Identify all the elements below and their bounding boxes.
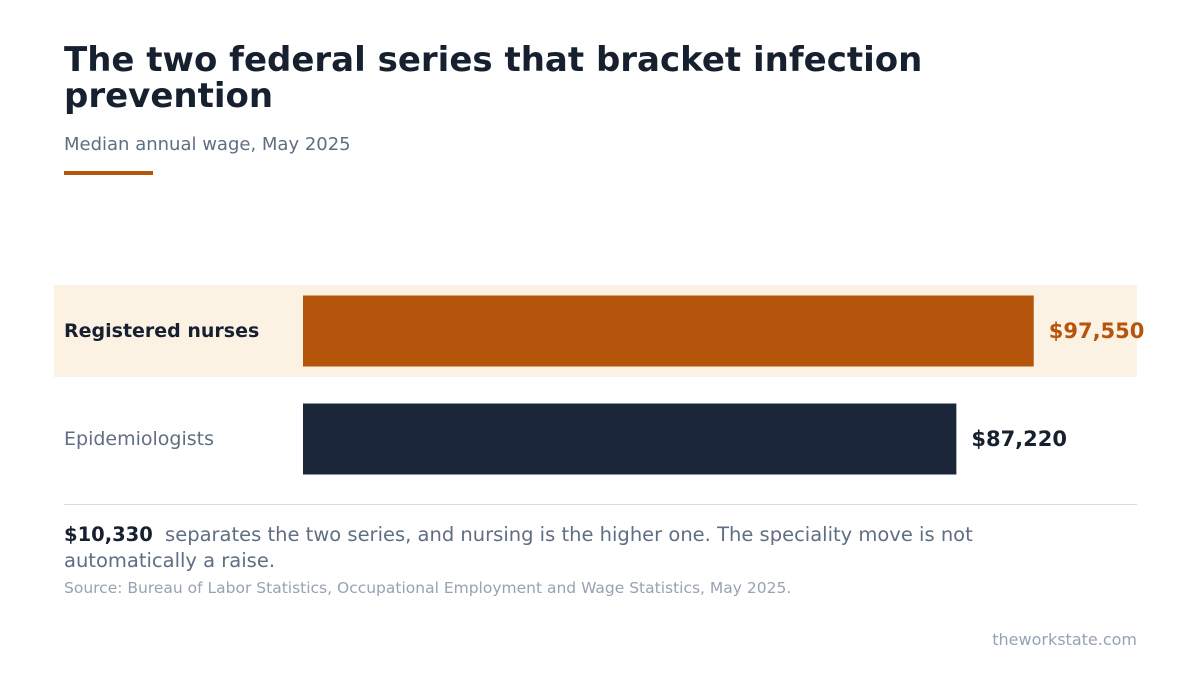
takeaway-value: $10,330 bbox=[64, 523, 153, 546]
divider bbox=[64, 504, 1137, 505]
chart-title: The two federal series that bracket infe… bbox=[64, 40, 923, 116]
takeaway-text: separates the two series, and nursing is… bbox=[64, 523, 973, 572]
takeaway-note: $10,330 separates the two series, and nu… bbox=[64, 522, 1064, 574]
value-label: $87,220 bbox=[971, 427, 1067, 451]
source-note: Source: Bureau of Labor Statistics, Occu… bbox=[64, 579, 792, 597]
accent-rule bbox=[64, 171, 153, 175]
bar bbox=[303, 403, 957, 475]
chart-subtitle: Median annual wage, May 2025 bbox=[64, 134, 351, 155]
category-label: Registered nurses bbox=[64, 320, 259, 342]
category-label: Epidemiologists bbox=[64, 428, 214, 450]
bar bbox=[303, 295, 1034, 367]
value-label: $97,550 bbox=[1049, 319, 1145, 343]
brand-link[interactable]: theworkstate.com bbox=[992, 630, 1137, 649]
